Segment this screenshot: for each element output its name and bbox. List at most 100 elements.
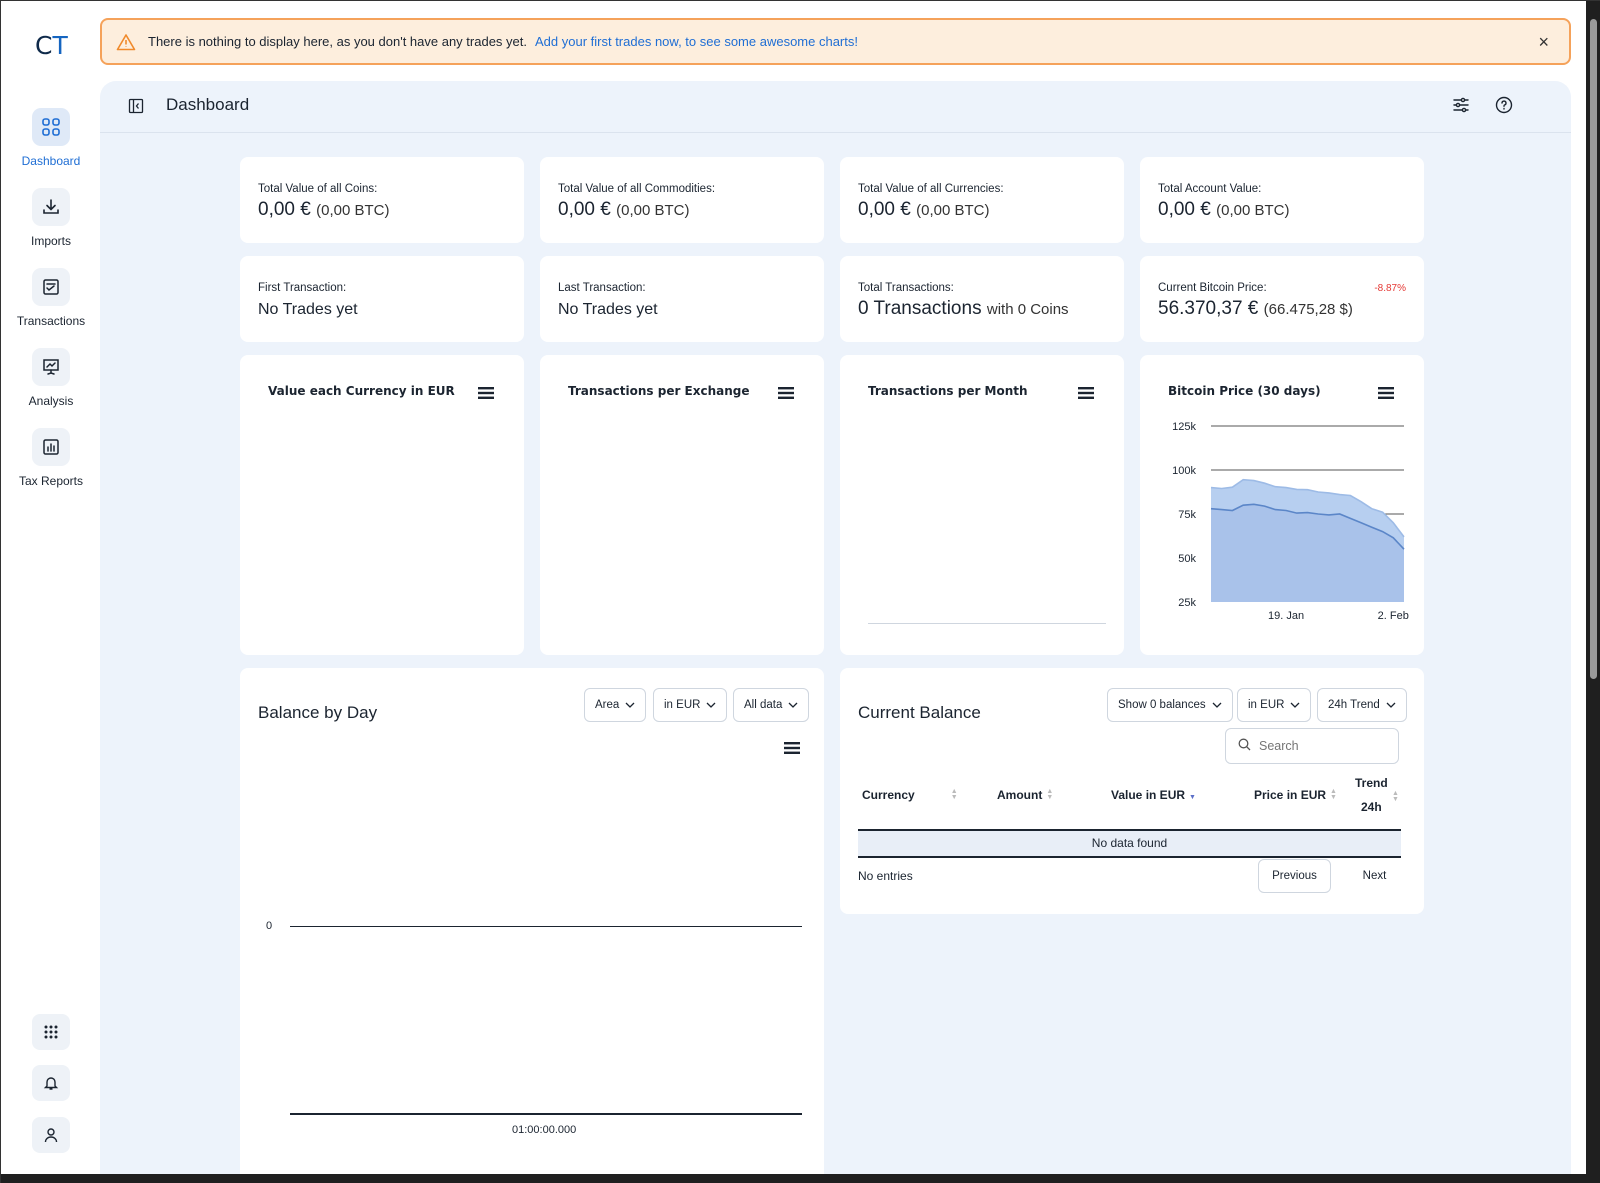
current-balance-card: Current Balance Show 0 balances in EUR 2… bbox=[840, 668, 1424, 914]
range-dropdown[interactable]: All data bbox=[733, 688, 810, 722]
column-header-amount[interactable]: Amount ▲ ▼ bbox=[997, 788, 1054, 802]
search-field[interactable] bbox=[1225, 728, 1399, 764]
series-low-area bbox=[1211, 504, 1404, 602]
column-header-value-eur[interactable]: Value in EUR▲▼ bbox=[1111, 788, 1196, 802]
stat-label: Total Value of all Currencies: bbox=[858, 183, 1004, 195]
user-icon[interactable] bbox=[32, 1117, 70, 1153]
stat-value: 0,00 € (0,00 BTC) bbox=[1158, 199, 1290, 220]
stat-label: Total Value of all Coins: bbox=[258, 183, 378, 195]
x-axis bbox=[290, 1113, 802, 1115]
currency-dropdown[interactable]: in EUR bbox=[1237, 688, 1312, 722]
settings-sliders-icon[interactable] bbox=[1452, 96, 1470, 119]
page-header: Dashboard bbox=[100, 81, 1571, 133]
chevron-down-icon bbox=[788, 699, 798, 711]
hamburger-menu-icon[interactable] bbox=[784, 741, 800, 760]
sidebar-item-imports[interactable]: Imports bbox=[1, 188, 101, 248]
scrollbar-thumb[interactable] bbox=[1590, 19, 1597, 679]
empty-state-alert: There is nothing to display here, as you… bbox=[100, 18, 1571, 65]
hamburger-menu-icon[interactable] bbox=[1378, 386, 1394, 405]
search-input[interactable] bbox=[1259, 739, 1389, 753]
warning-icon bbox=[116, 33, 136, 51]
y-tick-label: 100k bbox=[1172, 465, 1196, 477]
sidebar-item-label: Tax Reports bbox=[18, 474, 84, 488]
price-change-badge: -8.87% bbox=[1374, 283, 1406, 294]
column-header-price-eur[interactable]: Price in EUR ▲ ▼ bbox=[1254, 788, 1337, 802]
stat-label: Total Transactions: bbox=[858, 282, 954, 294]
hamburger-menu-icon[interactable] bbox=[1078, 386, 1094, 405]
trend-dropdown[interactable]: 24h Trend bbox=[1317, 688, 1407, 722]
sidebar-item-label: Transactions bbox=[16, 314, 86, 328]
grid-icon bbox=[32, 108, 70, 146]
apps-grid-icon[interactable] bbox=[32, 1014, 70, 1050]
chevron-down-icon bbox=[1386, 699, 1396, 711]
stat-card-account: Total Account Value: 0,00 € (0,00 BTC) bbox=[1140, 157, 1424, 243]
stat-value: No Trades yet bbox=[258, 301, 358, 318]
stat-label: Total Value of all Commodities: bbox=[558, 183, 716, 195]
main-content: Dashboard Total Value of all Coins: 0,00… bbox=[100, 81, 1571, 1174]
chart-title: Value each Currency in EUR bbox=[268, 384, 455, 398]
y-tick-label: 75k bbox=[1178, 509, 1196, 521]
stat-value: 0,00 € (0,00 BTC) bbox=[858, 199, 990, 220]
sidebar-item-analysis[interactable]: Analysis bbox=[1, 348, 101, 408]
stat-card-total-transactions: Total Transactions: 0 Transactions with … bbox=[840, 256, 1124, 342]
chevron-down-icon bbox=[706, 699, 716, 711]
bell-icon[interactable] bbox=[32, 1065, 70, 1101]
download-icon bbox=[32, 188, 70, 226]
chart-title: Bitcoin Price (30 days) bbox=[1168, 384, 1321, 398]
sidebar-item-transactions[interactable]: Transactions bbox=[1, 268, 101, 328]
show-balances-dropdown[interactable]: Show 0 balances bbox=[1107, 688, 1233, 722]
sidebar-item-tax-reports[interactable]: Tax Reports bbox=[1, 428, 101, 488]
stat-value: 0,00 € (0,00 BTC) bbox=[258, 199, 390, 220]
page-title: Dashboard bbox=[166, 95, 250, 114]
sort-icon: ▲ ▼ bbox=[950, 788, 958, 801]
series-high-line bbox=[1210, 478, 1405, 538]
y-tick-label: 25k bbox=[1178, 597, 1196, 609]
chart-title: Transactions per Exchange bbox=[568, 384, 750, 398]
y-tick-label: 50k bbox=[1178, 553, 1196, 565]
add-trades-link[interactable]: Add your first trades now, to see some a… bbox=[535, 34, 858, 49]
chevron-down-icon bbox=[1290, 699, 1300, 711]
clipboard-check-icon bbox=[32, 268, 70, 306]
stat-label: First Transaction: bbox=[258, 282, 347, 294]
chart-card-bitcoin: Bitcoin Price (30 days) 125k 100k 75k 50k 25… bbox=[1140, 355, 1424, 655]
stat-value: 0 Transactions with 0 Coins bbox=[858, 298, 1069, 319]
chart-type-dropdown[interactable]: Area bbox=[584, 688, 647, 722]
chevron-down-icon bbox=[1212, 699, 1222, 711]
y-axis-label: 0 bbox=[266, 920, 273, 932]
column-header-trend[interactable]: Trend 24h bbox=[1355, 776, 1388, 814]
column-header-currency[interactable]: Currency ▲ ▼ bbox=[862, 788, 958, 802]
app-logo[interactable]: CT bbox=[35, 31, 68, 60]
sort-icon: ▲ ▼ bbox=[1046, 788, 1054, 801]
currency-dropdown[interactable]: in EUR bbox=[653, 688, 728, 722]
bitcoin-price-chart: 125k 100k 75k 50k 25k 19. Jan 2. Feb bbox=[1172, 421, 1409, 622]
sidebar-collapse-icon[interactable] bbox=[128, 98, 144, 119]
stat-card-commodities: Total Value of all Commodities: 0,00 € (… bbox=[540, 157, 824, 243]
x-tick-label: 19. Jan bbox=[1268, 610, 1304, 622]
chart-title: Transactions per Month bbox=[868, 384, 1028, 398]
stat-card-coins: Total Value of all Coins: 0,00 € (0,00 B… bbox=[240, 157, 524, 243]
next-page-button[interactable]: Next bbox=[1362, 870, 1387, 882]
x-tick-label: 2. Feb bbox=[1378, 610, 1409, 622]
help-icon[interactable] bbox=[1495, 96, 1513, 119]
stat-value: No Trades yet bbox=[558, 301, 658, 318]
sort-icon: ▲ ▼ bbox=[1392, 790, 1399, 803]
stat-label: Total Account Value: bbox=[1158, 183, 1262, 195]
balance-by-day-card: Balance by Day Area in EUR All data 0 01… bbox=[240, 668, 824, 1174]
sidebar-item-dashboard[interactable]: Dashboard bbox=[1, 108, 101, 168]
search-icon bbox=[1238, 738, 1251, 754]
bar-chart-icon bbox=[32, 428, 70, 466]
alert-message: There is nothing to display here, as you… bbox=[148, 34, 527, 49]
hamburger-menu-icon[interactable] bbox=[778, 386, 794, 405]
stat-value: 56.370,37 € (66.475,28 $) bbox=[1158, 298, 1353, 319]
sort-desc-icon: ▲▼ bbox=[1189, 794, 1196, 801]
series-low-line bbox=[1210, 503, 1405, 550]
close-icon[interactable]: × bbox=[1538, 32, 1549, 52]
stat-value: 0,00 € (0,00 BTC) bbox=[558, 199, 690, 220]
hamburger-menu-icon[interactable] bbox=[478, 386, 494, 405]
sidebar-item-label: Imports bbox=[30, 234, 71, 248]
sidebar-item-label: Analysis bbox=[28, 394, 74, 408]
previous-page-button[interactable]: Previous bbox=[1258, 859, 1331, 893]
stat-card-bitcoin-price: Current Bitcoin Price: -8.87% 56.370,37 … bbox=[1140, 256, 1424, 342]
y-tick-label: 125k bbox=[1172, 421, 1196, 433]
empty-table-row: No data found bbox=[858, 829, 1401, 858]
